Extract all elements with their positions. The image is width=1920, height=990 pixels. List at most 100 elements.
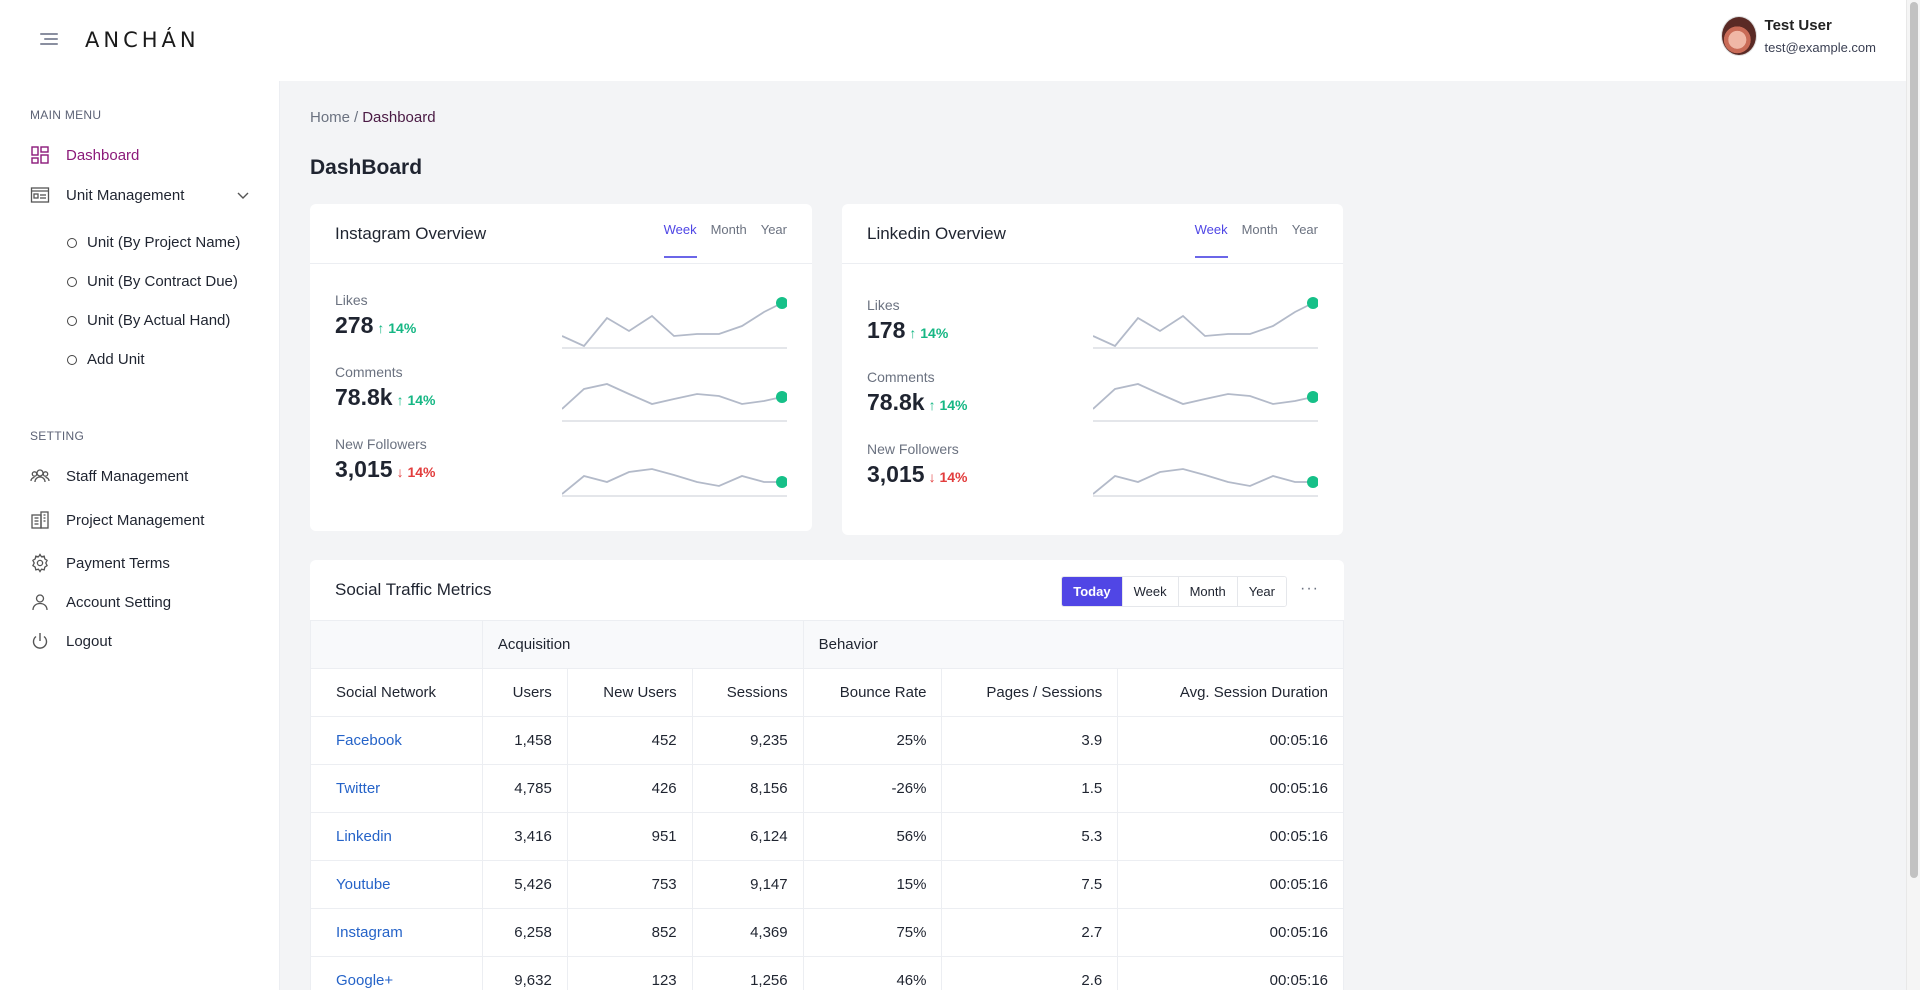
sidebar-item-logout[interactable]: Logout xyxy=(30,631,250,651)
metric-value: 278 xyxy=(335,312,374,338)
tab-year[interactable]: Year xyxy=(1236,577,1286,606)
circle-icon xyxy=(67,237,77,248)
sparkline-new-followers xyxy=(562,468,787,497)
table-cell: 9,632 xyxy=(481,956,568,990)
avatar[interactable] xyxy=(1720,16,1757,56)
card-title: Instagram Overview xyxy=(335,224,487,243)
metric-label: Comments xyxy=(867,369,935,385)
column-header[interactable]: Users xyxy=(481,668,568,717)
table-cell: 6,124 xyxy=(691,812,804,861)
sidebar-item-label: Unit Management xyxy=(66,186,185,204)
more-options-icon[interactable]: ··· xyxy=(1300,580,1319,597)
sidebar-subitem-unit-by-project[interactable]: Unit (By Project Name) xyxy=(67,234,240,251)
sidebar-item-label: Dashboard xyxy=(66,146,140,164)
network-link[interactable]: Linkedin xyxy=(336,828,392,845)
sidebar-item-dashboard[interactable]: Dashboard xyxy=(30,145,250,165)
tab-week[interactable]: Week xyxy=(663,222,697,258)
table-cell: 2.7 xyxy=(941,908,1119,957)
user-profile[interactable]: Test User test@example.com xyxy=(1720,16,1876,56)
sidebar-subitem-unit-by-actual-hand[interactable]: Unit (By Actual Hand) xyxy=(67,312,230,329)
column-header[interactable]: Social Network xyxy=(310,668,483,717)
table-cell: 852 xyxy=(566,908,693,957)
period-tabs: Week Month Year xyxy=(1194,222,1318,258)
top-header: ANCHÁN Test User test@example.com xyxy=(0,0,1906,81)
metric-label: New Followers xyxy=(867,441,959,457)
tab-today[interactable]: Today xyxy=(1062,577,1122,606)
sidebar-item-label: Account Setting xyxy=(66,593,172,611)
table-cell: 9,147 xyxy=(691,860,804,909)
circle-icon xyxy=(67,315,77,326)
unit-icon xyxy=(30,185,50,205)
table-cell: 1.5 xyxy=(941,764,1119,813)
network-link[interactable]: Twitter xyxy=(336,780,381,797)
user-icon xyxy=(30,592,50,612)
column-header[interactable]: New Users xyxy=(566,668,693,717)
column-header[interactable]: Avg. Session Duration xyxy=(1117,668,1344,717)
metric-likes: Likes 178 ↑ 14% xyxy=(867,297,948,344)
table-cell: 426 xyxy=(566,764,693,813)
scrollbar-thumb[interactable] xyxy=(1910,2,1918,878)
group-header-empty xyxy=(310,620,483,669)
sidebar-item-account-setting[interactable]: Account Setting xyxy=(30,592,250,612)
metric-new-followers: New Followers 3,015 ↓ 14% xyxy=(335,436,435,483)
metric-delta: 14% xyxy=(407,464,436,480)
sidebar-item-staff-management[interactable]: Staff Management xyxy=(30,466,250,486)
sidebar-item-label: Logout xyxy=(66,632,112,650)
menu-toggle-icon[interactable] xyxy=(40,31,58,47)
arrow-up-icon: ↑ xyxy=(396,392,404,408)
tab-year[interactable]: Year xyxy=(1291,222,1318,237)
table-row: Instagram 6,258 852 4,369 75% 2.7 00:05:… xyxy=(310,908,1344,957)
arrow-up-icon: ↑ xyxy=(377,320,385,336)
network-link[interactable]: Facebook xyxy=(336,732,402,749)
sidebar-item-project-management[interactable]: Project Management xyxy=(30,510,250,530)
metric-comments: Comments 78.8k ↑ 14% xyxy=(335,364,435,411)
network-link[interactable]: Youtube xyxy=(336,876,391,893)
table-cell: -26% xyxy=(802,764,943,813)
sidebar-item-unit-management[interactable]: Unit Management xyxy=(30,185,250,205)
tab-week[interactable]: Week xyxy=(1121,577,1178,606)
table-cell: 25% xyxy=(802,716,943,765)
tab-month[interactable]: Month xyxy=(1241,222,1278,237)
circle-icon xyxy=(67,276,77,287)
group-header-behavior: Behavior xyxy=(802,620,1345,669)
table-cell: 452 xyxy=(566,716,693,765)
page-scrollbar[interactable] xyxy=(1906,0,1920,990)
app-logo[interactable]: ANCHÁN xyxy=(85,28,200,52)
table-cell: 56% xyxy=(802,812,943,861)
network-link[interactable]: Google+ xyxy=(336,972,394,989)
sidebar-subitem-label: Unit (By Actual Hand) xyxy=(87,312,231,329)
metric-value: 3,015 xyxy=(335,456,393,482)
sidebar-subitem-add-unit[interactable]: Add Unit xyxy=(67,351,145,368)
breadcrumb-current: Dashboard xyxy=(362,109,436,126)
metric-label: New Followers xyxy=(335,436,427,452)
page-title: DashBoard xyxy=(310,156,423,179)
user-name: Test User xyxy=(1764,17,1832,34)
metric-delta: 14% xyxy=(939,469,968,485)
metric-value: 78.8k xyxy=(867,389,925,415)
sidebar-subitem-unit-by-contract[interactable]: Unit (By Contract Due) xyxy=(67,273,238,290)
table-cell: 00:05:16 xyxy=(1117,716,1344,765)
sidebar-item-label: Payment Terms xyxy=(66,554,170,572)
breadcrumb-home[interactable]: Home xyxy=(310,109,351,126)
table-cell: 6,258 xyxy=(481,908,568,957)
chevron-down-icon[interactable] xyxy=(236,188,250,206)
sidebar-subitem-label: Unit (By Contract Due) xyxy=(87,273,238,290)
column-header[interactable]: Bounce Rate xyxy=(802,668,943,717)
tab-week[interactable]: Week xyxy=(1194,222,1228,258)
traffic-period-tabs: Today Week Month Year xyxy=(1061,576,1287,607)
sidebar-item-payment-terms[interactable]: Payment Terms xyxy=(30,553,250,573)
column-header[interactable]: Sessions xyxy=(691,668,804,717)
metric-value: 178 xyxy=(867,317,906,343)
table-cell: 75% xyxy=(802,908,943,957)
tab-year[interactable]: Year xyxy=(760,222,787,237)
tab-month[interactable]: Month xyxy=(710,222,747,237)
dashboard-icon xyxy=(30,145,50,165)
tab-month[interactable]: Month xyxy=(1177,577,1237,606)
power-icon xyxy=(30,631,50,651)
column-header[interactable]: Pages / Sessions xyxy=(941,668,1119,717)
period-tabs: Week Month Year xyxy=(663,222,787,258)
table-cell: 5,426 xyxy=(481,860,568,909)
table-cell: 4,369 xyxy=(691,908,804,957)
network-link[interactable]: Instagram xyxy=(336,924,403,941)
table-cell: 00:05:16 xyxy=(1117,764,1344,813)
